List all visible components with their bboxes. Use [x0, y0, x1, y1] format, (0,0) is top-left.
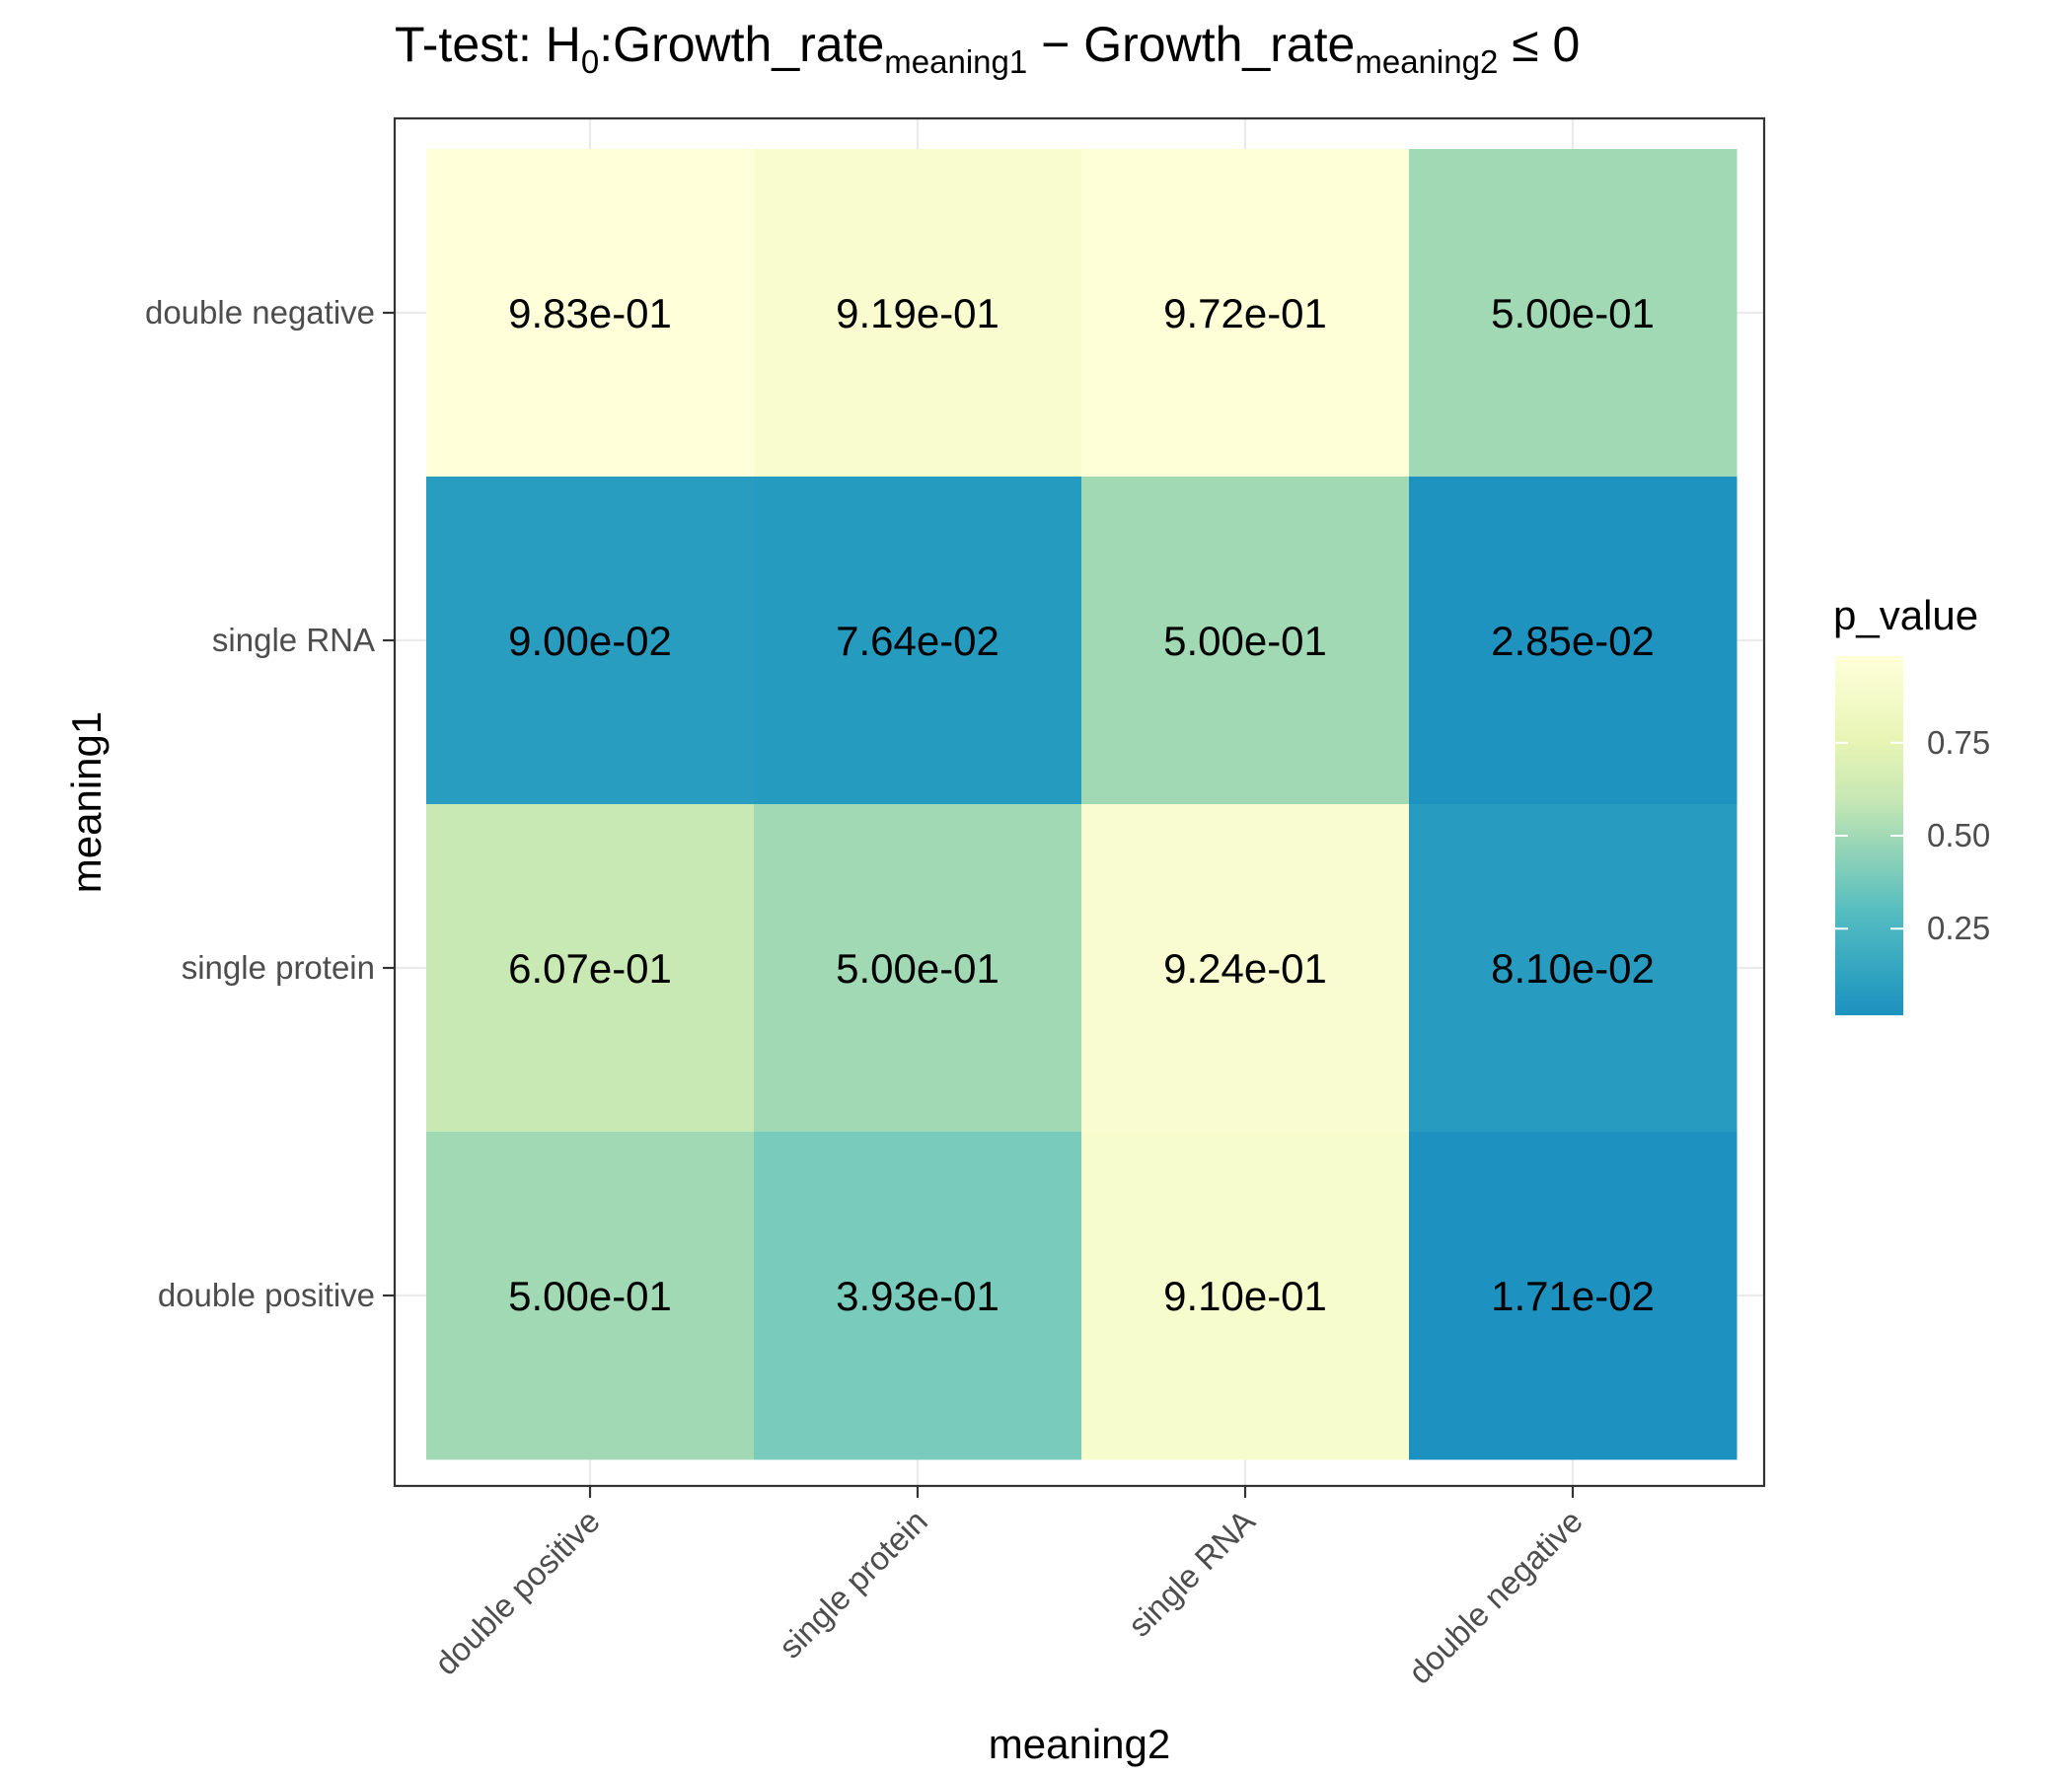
- heatmap-cell: [1081, 804, 1410, 1133]
- cell-value-label: 9.83e-01: [508, 290, 672, 336]
- y-tick-label: single protein: [182, 949, 375, 986]
- cell-value-label: 9.10e-01: [1163, 1273, 1327, 1319]
- legend-title: p_value: [1833, 592, 1978, 638]
- heatmap-cell: [754, 804, 1082, 1133]
- cell-value-label: 1.71e-02: [1491, 1273, 1655, 1319]
- cell-value-label: 5.00e-01: [1491, 290, 1655, 336]
- legend-break-label: 0.75: [1927, 724, 1990, 761]
- x-tick-labels: double positive single protein single RNA d…: [427, 1503, 1590, 1691]
- cell-value-label: 9.72e-01: [1163, 290, 1327, 336]
- title-subscript-meaning2: meaning2: [1355, 43, 1498, 80]
- x-tick-label: single RNA: [1121, 1503, 1262, 1644]
- heatmap-cell: [426, 1132, 755, 1460]
- cell-value-label: 5.00e-01: [1163, 618, 1327, 664]
- title-suffix: ≤ 0: [1498, 17, 1580, 72]
- cell-value-label: 6.07e-01: [508, 945, 672, 992]
- x-tick-label: double negative: [1401, 1503, 1590, 1691]
- title-prefix: T-test: H: [395, 17, 581, 72]
- heatmap-cell: [754, 477, 1082, 805]
- x-tick-label: double positive: [427, 1503, 607, 1682]
- heatmap-cells: [426, 149, 1738, 1460]
- heatmap-cell: [426, 804, 755, 1133]
- legend-ticks: 0.25 0.50 0.75: [1835, 724, 1990, 946]
- cell-value-label: 7.64e-02: [836, 618, 999, 664]
- y-axis-title: meaning1: [63, 711, 110, 893]
- y-tick-label: double negative: [145, 294, 375, 331]
- y-tick-label: single RNA: [212, 622, 375, 658]
- heatmap-cell: [1081, 1132, 1410, 1460]
- cell-value-label: 3.93e-01: [836, 1273, 999, 1319]
- plot-panel-border: [393, 116, 1766, 1488]
- axis-ticks: [383, 311, 1575, 1498]
- x-tick-label: single protein: [772, 1503, 934, 1665]
- heatmap-cell: [426, 477, 755, 805]
- cell-labels: 9.83e-01 9.19e-01 9.72e-01 5.00e-01 9.00e-02…: [508, 290, 1655, 1319]
- heatmap-cell: [1409, 477, 1738, 805]
- title-minus: −: [1027, 17, 1083, 72]
- y-tick-label: double positive: [158, 1277, 375, 1313]
- heatmap-cell: [1409, 804, 1738, 1133]
- cell-value-label: 2.85e-02: [1491, 618, 1655, 664]
- title-growth-rate-1: :Growth_rate: [599, 17, 884, 72]
- heatmap-cell: [1409, 149, 1738, 478]
- heatmap-cell: [754, 1132, 1082, 1460]
- heatmap-cell: [1081, 149, 1410, 478]
- title-subscript-meaning1: meaning1: [884, 43, 1027, 80]
- heatmap-cell: [754, 149, 1082, 478]
- heatmap-cell: [1081, 477, 1410, 805]
- chart-title: T-test: H0:Growth_ratemeaning1 − Growth_…: [395, 17, 1580, 80]
- cell-value-label: 9.24e-01: [1163, 945, 1327, 992]
- x-axis-title: meaning2: [989, 1721, 1170, 1767]
- cell-value-label: 5.00e-01: [508, 1273, 672, 1319]
- cell-value-label: 9.00e-02: [508, 618, 672, 664]
- heatmap-cell: [1409, 1132, 1738, 1460]
- legend-break-label: 0.25: [1927, 910, 1990, 946]
- title-subscript-0: 0: [581, 43, 599, 80]
- y-tick-labels: double negative single RNA single protein d…: [145, 294, 375, 1313]
- heatmap-cell: [426, 149, 755, 478]
- cell-value-label: 9.19e-01: [836, 290, 999, 336]
- title-growth-rate-2: Growth_rate: [1083, 17, 1355, 72]
- cell-value-label: 5.00e-01: [836, 945, 999, 992]
- cell-value-label: 8.10e-02: [1491, 945, 1655, 992]
- legend-break-label: 0.50: [1927, 817, 1990, 853]
